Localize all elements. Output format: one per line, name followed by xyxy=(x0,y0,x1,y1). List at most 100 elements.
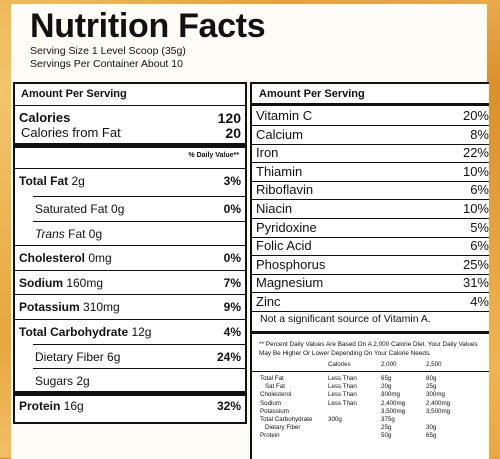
vitamin-row: Magnesium 31% xyxy=(256,275,489,293)
table-cell: 65g xyxy=(381,375,392,382)
nutrient-name: Total Fat xyxy=(19,174,69,188)
calories-fat-value: 20 xyxy=(225,125,241,141)
table-row: Total Fat Less Than 65g 80g xyxy=(260,375,459,382)
row-divider xyxy=(15,168,245,169)
row-divider xyxy=(33,344,245,345)
table-cell: 2,400mg xyxy=(381,399,406,407)
vitamin-name: Thiamin xyxy=(256,163,303,179)
vitamin-name: Magnesium xyxy=(256,275,324,291)
calories-fat-label: Calories from Fat xyxy=(21,125,121,140)
nutrient-row: Sugars 2g xyxy=(19,374,241,394)
thick-divider-right xyxy=(252,103,489,106)
vitamin-row: Iron 22% xyxy=(256,145,489,163)
table-cell: Calories xyxy=(328,361,351,368)
amount-per-serving-header-right: Amount Per Serving xyxy=(259,88,365,100)
table-row: Dietary Fiber 25g 30g xyxy=(260,425,459,431)
nutrient-daily-value: 24% xyxy=(216,350,241,364)
nutrient-row: Total Fat 2g 3% xyxy=(19,174,241,194)
table-cell: 25g xyxy=(381,424,392,432)
nutrient-name: Total Carbohydrate xyxy=(19,325,129,339)
vitamin-divider xyxy=(252,255,489,257)
nutrient-name: Sugars xyxy=(35,374,74,388)
nutrient-name: Cholesterol xyxy=(19,251,86,265)
vitamin-row: Pyridoxine 5% xyxy=(256,220,489,238)
vitamin-daily-value: 10% xyxy=(462,163,489,179)
daily-value-footnote: ** Percent Daily Values Are Based On A 2… xyxy=(259,341,478,357)
row-divider xyxy=(33,221,245,222)
row-divider xyxy=(15,245,245,246)
nutrient-label: Total Carbohydrate 12g xyxy=(19,325,151,339)
nutrient-label: Sodium 160mg xyxy=(19,276,103,290)
thick-divider-footnote xyxy=(252,331,489,334)
nutrient-row: Dietary Fiber 6g 24% xyxy=(19,350,241,370)
vitamin-divider xyxy=(252,199,489,201)
nutrient-row: Total Carbohydrate 12g 4% xyxy=(19,325,241,345)
calories-row: Calories 120 xyxy=(19,110,241,130)
divider xyxy=(15,105,245,106)
row-divider xyxy=(33,196,245,197)
table-cell: Cholesterol xyxy=(260,391,292,399)
calories-fat-row: Calories from Fat 20 xyxy=(19,125,241,145)
nutrient-label: Sugars 2g xyxy=(19,374,90,388)
nutrient-label: Total Fat 2g xyxy=(19,174,85,188)
nutrient-row: Saturated Fat 0g 0% xyxy=(19,202,241,222)
nutrient-row: Trans Fat 0g xyxy=(19,227,241,247)
vitamin-daily-value: 25% xyxy=(462,256,489,272)
vitamin-divider xyxy=(252,273,489,275)
nutrient-name: Protein xyxy=(19,399,61,413)
vitamin-row: Zinc 4% xyxy=(256,294,489,312)
vitamin-daily-value: 6% xyxy=(470,182,489,198)
table-cell: Total Carbohydrate xyxy=(260,416,313,424)
row-divider xyxy=(33,368,245,369)
table-cell: 20g xyxy=(381,383,392,391)
vitamin-divider xyxy=(252,162,489,164)
table-row: Total Carbohydrate 300g 375g xyxy=(260,416,459,424)
table-cell: 25g xyxy=(426,383,437,391)
vitamin-divider xyxy=(252,292,489,294)
nutrient-amount: 2g xyxy=(73,374,90,388)
servings-per-container: Servings Per Container About 10 xyxy=(30,58,183,70)
table-cell xyxy=(260,362,326,374)
vitamin-name: Phosphorus xyxy=(256,256,326,272)
nutrient-daily-value: 0% xyxy=(223,251,241,265)
table-cell xyxy=(328,409,379,415)
nutrient-amount: 12g xyxy=(128,325,152,339)
nutrient-daily-value: 32% xyxy=(216,399,241,413)
vitamin-divider xyxy=(252,143,489,145)
table-row: Sodium Less Than 2,400mg 2,400mg xyxy=(260,399,459,407)
nutrient-amount: 6g xyxy=(103,350,121,364)
table-cell: 3,500mg xyxy=(426,407,451,415)
footnote-table-divider xyxy=(252,371,489,372)
nutrient-amount: 16g xyxy=(60,399,84,413)
nutrient-label: Dietary Fiber 6g xyxy=(19,350,120,364)
table-row: Protein 50g 65g xyxy=(260,433,459,439)
vitamin-name: Zinc xyxy=(256,294,281,309)
vitamin-name: Folic Acid xyxy=(256,238,312,254)
vitamin-name: Calcium xyxy=(256,126,303,142)
table-cell: Protein xyxy=(260,432,280,440)
amount-per-serving-header: Amount Per Serving xyxy=(21,88,127,100)
vitamin-divider xyxy=(252,236,489,238)
nutrient-daily-value: 3% xyxy=(223,174,241,188)
vitamin-name: Vitamin C xyxy=(256,108,313,123)
nutrient-amount: 310mg xyxy=(79,300,120,314)
nutrient-daily-value: 9% xyxy=(223,300,241,314)
nutrient-name: Trans xyxy=(35,227,65,241)
nutrient-daily-value: 7% xyxy=(223,276,241,290)
thick-divider xyxy=(15,143,245,148)
daily-value-header: % Daily Value** xyxy=(188,152,239,159)
not-significant-note: Not a significant source of Vitamin A. xyxy=(260,313,431,325)
nutrient-row: Protein 16g 32% xyxy=(19,399,241,419)
table-cell: 50g xyxy=(381,432,392,440)
nutrient-label: Cholesterol 0mg xyxy=(19,251,112,265)
nutrient-name: Dietary Fiber xyxy=(35,350,104,364)
nutrient-label: Saturated Fat 0g xyxy=(19,202,124,216)
row-divider xyxy=(15,270,245,271)
table-cell xyxy=(328,425,379,431)
nutrient-suffix: Fat 0g xyxy=(64,227,103,241)
table-cell: 300g xyxy=(328,416,342,424)
vitamin-row: Phosphorus 25% xyxy=(256,257,489,275)
daily-values-table: Calories 2,000 2,500 Total Fat Less Than 65g 8… xyxy=(258,360,461,442)
table-cell: 2,500 xyxy=(426,361,442,368)
table-cell: 300mg xyxy=(381,391,400,399)
